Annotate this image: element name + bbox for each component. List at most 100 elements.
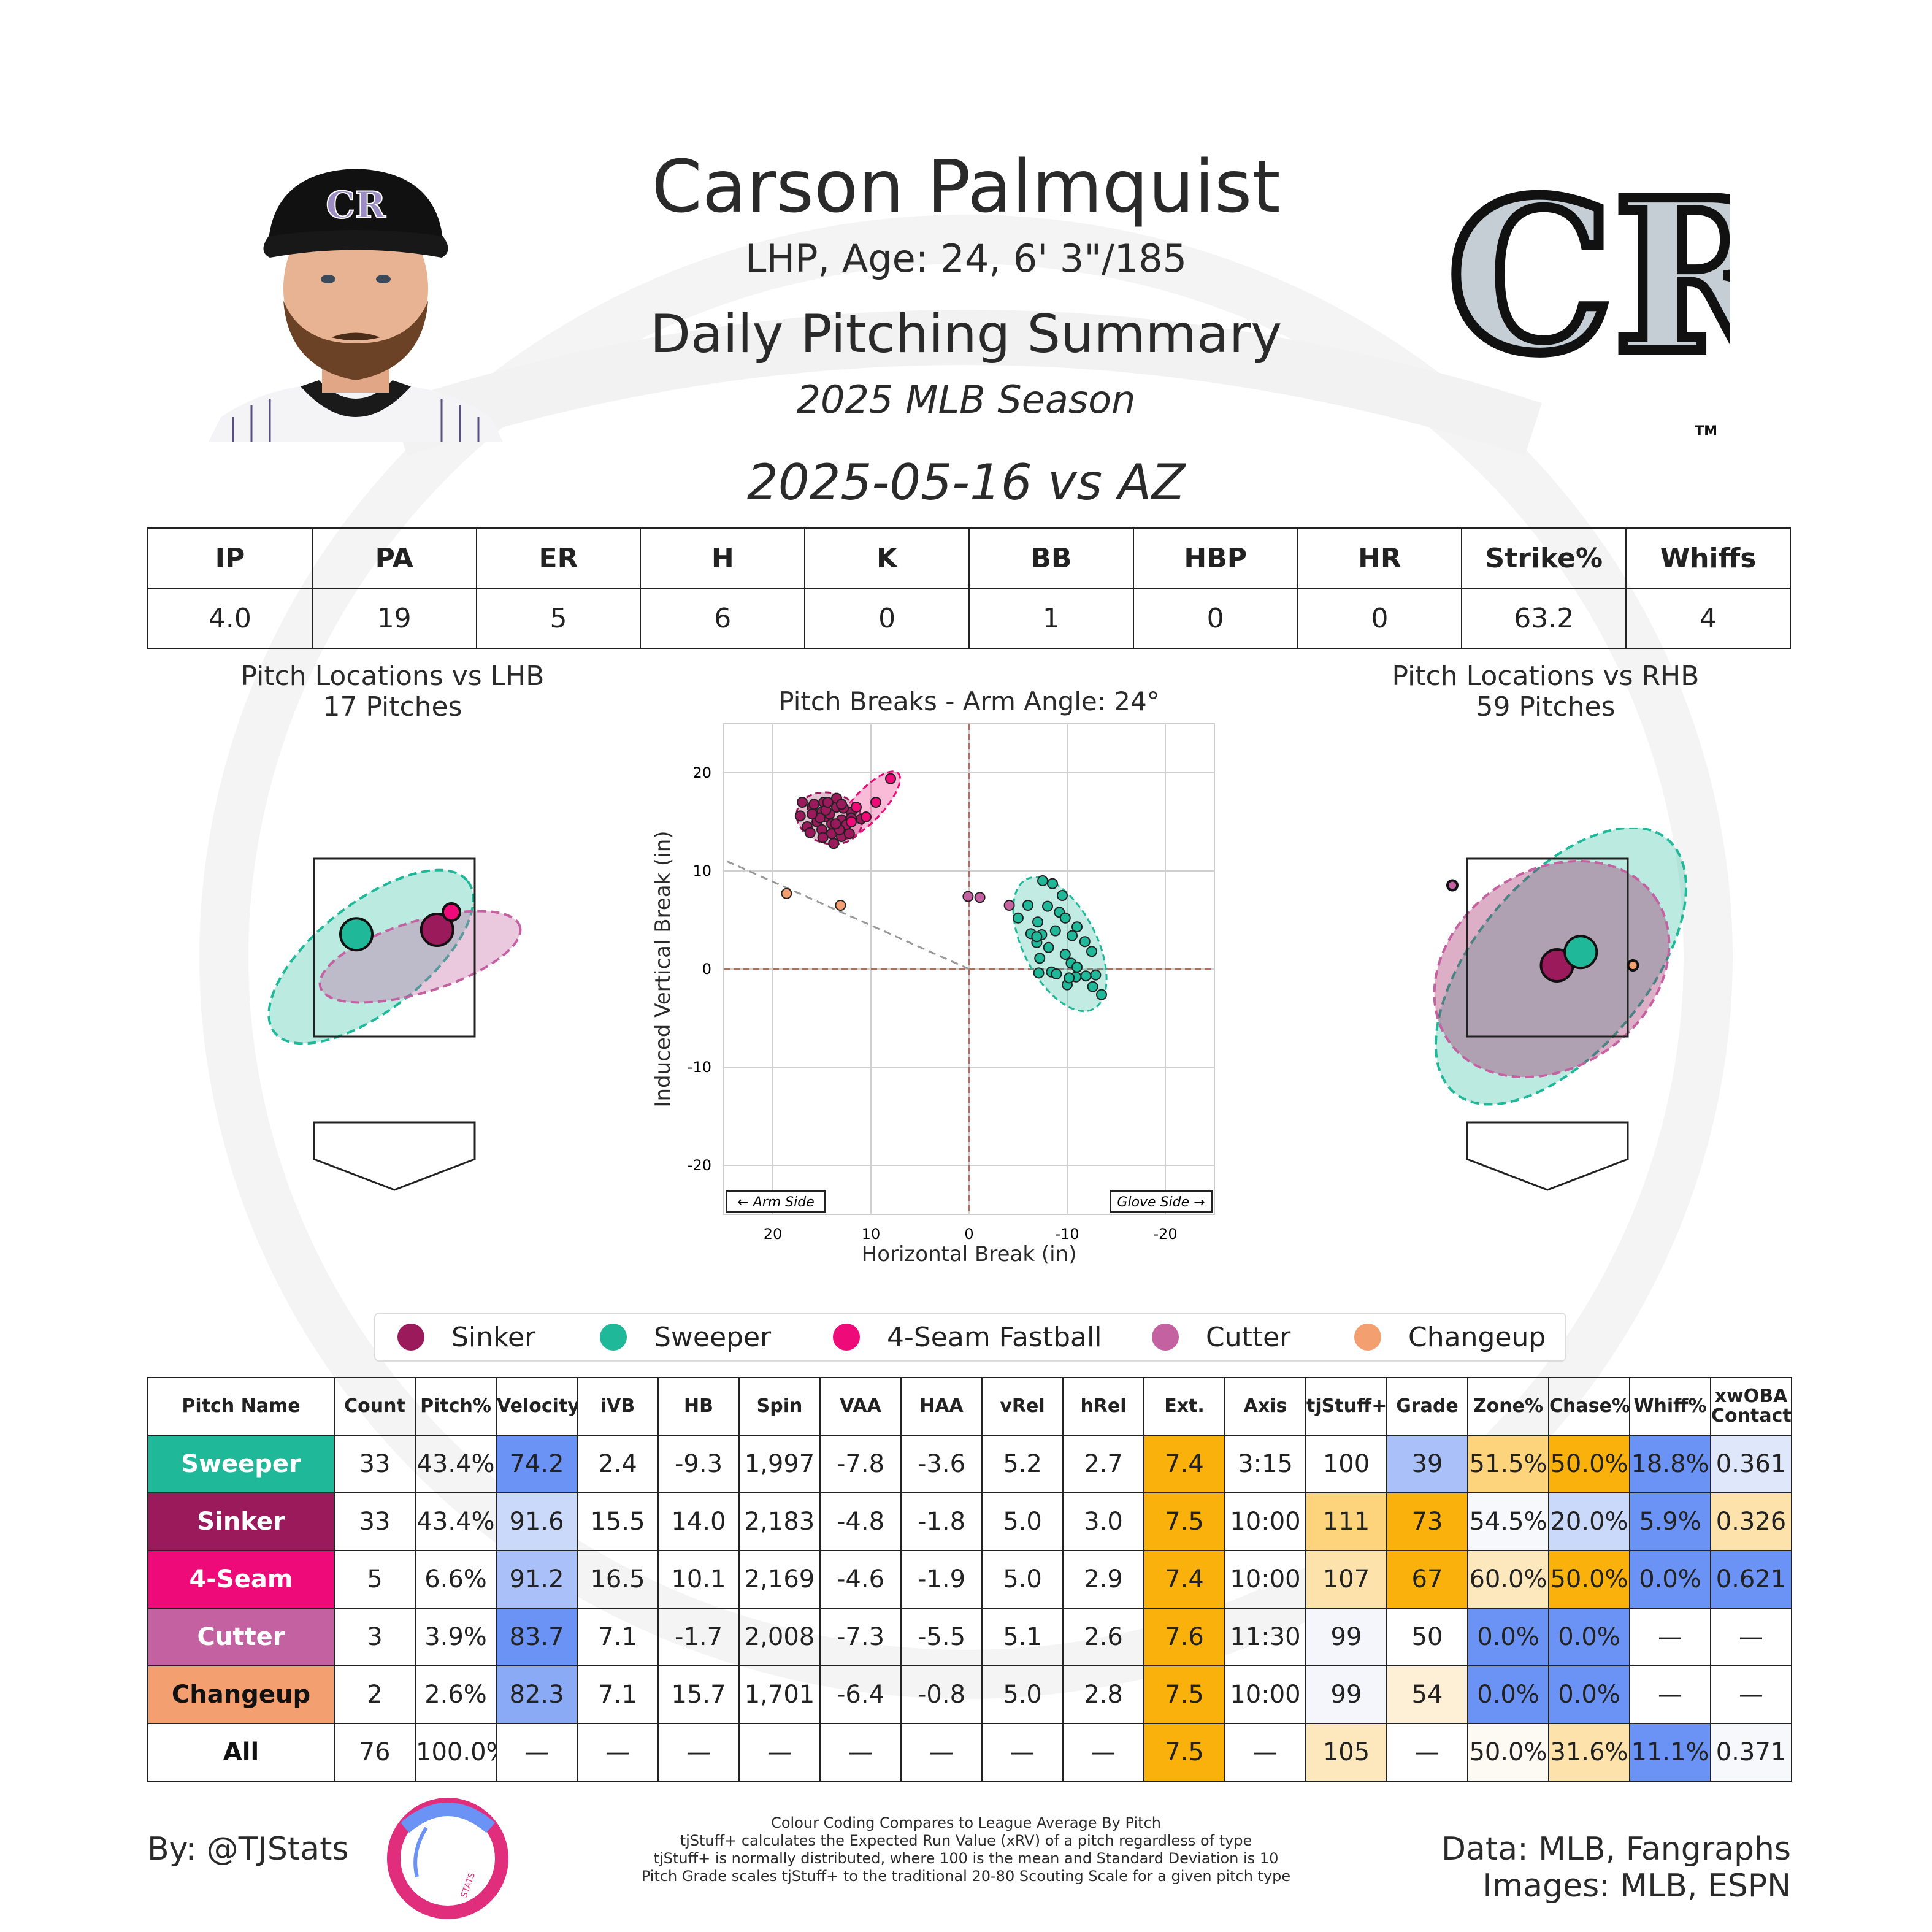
metric-cell: 50.0% [1548, 1550, 1630, 1609]
metric-cell: 1,997 [738, 1435, 821, 1493]
metric-cell: — [657, 1723, 740, 1782]
metric-cell: -1.8 [900, 1492, 983, 1551]
pitch-point [843, 828, 855, 840]
metric-cell: 1,701 [738, 1665, 821, 1724]
home-plate [1466, 1121, 1629, 1191]
metric-cell: 54.5% [1467, 1492, 1549, 1551]
player-name: Carson Palmquist [651, 144, 1281, 229]
pitch-table-header: HAA [900, 1377, 983, 1436]
footnotes: Colour Coding Compares to League Average… [613, 1814, 1319, 1885]
player-bio: LHP, Age: 24, 6' 3"/185 [745, 236, 1187, 281]
legend-swatch [600, 1324, 627, 1351]
metric-cell: 2.6% [415, 1665, 497, 1724]
pitch-point [1033, 967, 1045, 979]
y-tick-label: -20 [688, 1157, 711, 1174]
metric-cell: -6.4 [819, 1665, 902, 1724]
metric-cell: -0.8 [900, 1665, 983, 1724]
pitch-table-header: xwOBA Contact [1710, 1377, 1792, 1436]
metric-cell: 0.0% [1467, 1608, 1549, 1666]
pitch-point [1086, 946, 1097, 957]
metric-cell: 111 [1305, 1492, 1387, 1551]
pitch-point [797, 797, 808, 808]
stat-value: 5 [475, 588, 642, 649]
rhb-ellipses [1433, 828, 1688, 1106]
mean-location-marker [420, 913, 454, 947]
stat-header: PA [311, 527, 477, 589]
stat-header: Strike% [1461, 527, 1627, 589]
metric-cell: — [900, 1723, 983, 1782]
metric-cell: — [496, 1723, 578, 1782]
metric-cell: 10:00 [1224, 1665, 1306, 1724]
metric-cell: 82.3 [496, 1665, 578, 1724]
pitch-point [846, 816, 857, 827]
arm-side-label: ← Arm Side [737, 1195, 815, 1210]
metric-cell: 50 [1386, 1608, 1468, 1666]
footnote-line: Pitch Grade scales tjStuff+ to the tradi… [641, 1868, 1291, 1885]
season-label: 2025 MLB Season [796, 377, 1136, 422]
lhb-means [339, 902, 461, 952]
break-points [781, 773, 1107, 1000]
metric-cell: 43.4% [415, 1492, 497, 1551]
pitch-point [836, 799, 847, 810]
break-chart-title: Pitch Breaks - Arm Angle: 24° [778, 686, 1159, 716]
lhb-title: Pitch Locations vs LHB [240, 661, 545, 692]
stat-value: 0 [804, 588, 970, 649]
stat-header: Whiffs [1625, 527, 1791, 589]
metric-cell: 10.1 [657, 1550, 740, 1609]
metric-cell: 0.0% [1629, 1550, 1711, 1609]
metric-cell: 99 [1305, 1608, 1387, 1666]
tjstats-logo-text: STATS [459, 1871, 478, 1899]
metric-cell: 15.7 [657, 1665, 740, 1724]
metric-cell: 2,008 [738, 1608, 821, 1666]
pitch-point [1031, 931, 1043, 943]
legend-swatch [397, 1324, 424, 1351]
metric-cell: 50.0% [1548, 1435, 1630, 1493]
metric-cell: 0.0% [1548, 1608, 1630, 1666]
lhb-location-plot [267, 857, 522, 1191]
legend-item-changeup: Changeup [1354, 1314, 1546, 1360]
metric-cell: 15.5 [577, 1492, 659, 1551]
mean-location-marker [442, 902, 461, 922]
metric-cell: 2,169 [738, 1550, 821, 1609]
legend-item-sweeper: Sweeper [600, 1314, 771, 1360]
metric-cell: — [1386, 1723, 1468, 1782]
pitch-point [962, 891, 974, 902]
player-headshot: CR [209, 169, 503, 442]
pitch-name-cell: Sinker [147, 1492, 335, 1551]
pitch-point [1003, 900, 1015, 911]
pitch-table-header: Whiff% [1629, 1377, 1711, 1436]
metric-cell: 83.7 [496, 1608, 578, 1666]
stat-header: K [804, 527, 970, 589]
metric-cell: 3.9% [415, 1608, 497, 1666]
ticks: 20 10 0 -10 -20 20 10 0 -10 -20 [688, 764, 1178, 1243]
stat-value: 1 [968, 588, 1134, 649]
pitch-table-header: Ext. [1143, 1377, 1225, 1436]
metric-cell: 5.0 [981, 1492, 1064, 1551]
pitch-table-header: iVB [577, 1377, 659, 1436]
legend-item-sinker: Sinker [397, 1314, 535, 1360]
pitch-table-header: Count [334, 1377, 416, 1436]
metric-cell: 91.6 [496, 1492, 578, 1551]
pitch-name-cell: All [147, 1723, 335, 1782]
pitch-name-cell: Changeup [147, 1665, 335, 1724]
pitch-point [828, 838, 840, 849]
table-row: All76100.0%————————7.5—105—50.0%31.6%11.… [147, 1723, 1792, 1782]
pitch-point [1051, 968, 1062, 979]
metric-cell: 54 [1386, 1665, 1468, 1724]
pitch-table-header-row: Pitch Name Count Pitch% Velocity iVB HB Spin VA… [147, 1377, 1792, 1436]
y-tick-label: -10 [688, 1059, 711, 1076]
pitch-point [808, 799, 820, 810]
pitch-point [1071, 961, 1083, 973]
pitch-table-header: Velocity [496, 1377, 578, 1436]
strike-zone [1466, 857, 1629, 1038]
metric-cell: -1.9 [900, 1550, 983, 1609]
metric-cell: 105 [1305, 1723, 1387, 1782]
pitch-table-header: VAA [819, 1377, 902, 1436]
metric-cell: 5.2 [981, 1435, 1064, 1493]
pitch-table-header: Chase% [1548, 1377, 1630, 1436]
stat-value: 4.0 [147, 588, 313, 649]
metric-cell: — [1062, 1723, 1144, 1782]
pitch-name-cell: Sweeper [147, 1435, 335, 1493]
pitch-table-header: Axis [1224, 1377, 1306, 1436]
metric-cell: 33 [334, 1492, 416, 1551]
